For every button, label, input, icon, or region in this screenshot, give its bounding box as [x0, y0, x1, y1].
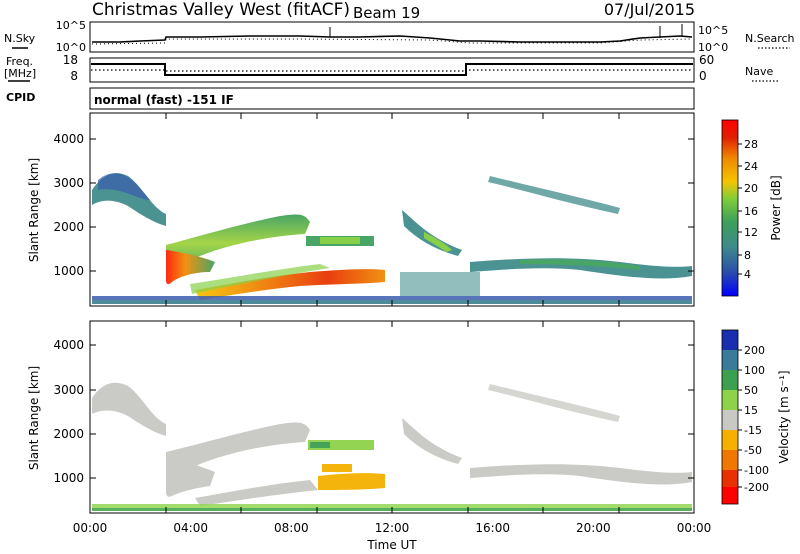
nave-trace: [91, 69, 693, 72]
xtick-0400: 04:00: [173, 521, 208, 535]
power-cb-tick-20: 20: [744, 182, 758, 195]
nave-label: Nave: [745, 65, 773, 78]
vel-gs-afternoon: [402, 418, 462, 464]
power-cb-tick-4: 4: [744, 268, 751, 281]
vel-pos-patch-core: [310, 442, 330, 448]
cpid-frame: [89, 87, 695, 110]
power-patch-afternoon: [402, 210, 462, 256]
vel-ytick-2000: 2000: [53, 427, 84, 441]
vel-cb-tick-100: 100: [744, 364, 765, 377]
power-arc-upper: [166, 214, 310, 272]
nsearch-label: N.Search: [745, 32, 795, 45]
power-ylabel: Slant Range [km]: [27, 158, 41, 262]
vel-gs-arc-upper: [166, 422, 310, 484]
vel-gs-lower-band: [195, 480, 318, 506]
velocity-x-ticks: [165, 321, 620, 513]
freq-trace: [91, 63, 693, 76]
vel-ytick-4000: 4000: [53, 338, 84, 352]
power-lower-band: [195, 269, 385, 300]
xtick-1600: 16:00: [475, 521, 510, 535]
power-colorbar-label: Power [dB]: [769, 175, 783, 240]
nsky-tick-bottom: 10^0: [56, 41, 86, 54]
velocity-colorbar: [721, 329, 739, 505]
nsearch-tick-bottom: 10^0: [698, 41, 728, 54]
plot-title: Christmas Valley West (fitACF): [92, 0, 350, 20]
vel-gs-early: [92, 382, 166, 436]
vel-gs-hot-core: [166, 456, 215, 497]
nsky-trace: [92, 35, 693, 43]
freq-panel-frame: [89, 57, 695, 83]
power-lower-band-halo: [190, 264, 330, 294]
power-ytick-3000: 3000: [53, 176, 84, 190]
power-cb-tick-16: 16: [744, 205, 758, 218]
freq-tick-top: 18: [63, 53, 78, 67]
power-cb-tick-24: 24: [744, 160, 758, 173]
beam-label: Beam 19: [353, 4, 420, 22]
power-ytick-4000: 4000: [53, 132, 84, 146]
freq-unit-label: [MHz]: [4, 67, 36, 80]
vel-gs-evening: [470, 464, 692, 485]
freq-label: Freq.: [6, 55, 33, 68]
xtick-0000-end: 00:00: [677, 521, 712, 535]
cpid-label: CPID: [6, 91, 35, 104]
nave-tick-top: 60: [699, 53, 714, 67]
nsky-label: N.Sky: [4, 32, 36, 45]
power-hot-core: [166, 250, 215, 285]
nsearch-tick-top: 10^5: [698, 24, 728, 37]
velocity-colorbar-ticks: [738, 349, 742, 488]
vel-cb-tick-15: 15: [744, 404, 758, 417]
power-upper-evening: [488, 176, 620, 214]
xtick-2000: 20:00: [576, 521, 611, 535]
power-colorbar-ticks: [738, 143, 742, 275]
cpid-text: normal (fast) -151 IF: [94, 93, 234, 107]
power-scatter: [92, 173, 692, 304]
vel-neg-band: [318, 473, 385, 490]
xtick-1200: 12:00: [375, 521, 410, 535]
power-ytick-1000: 1000: [53, 264, 84, 278]
vel-cb-tick-neg200: -200: [744, 481, 769, 494]
vel-cb-tick-50: 50: [744, 384, 758, 397]
power-patch-afternoon-core: [424, 232, 452, 252]
velocity-ylabel: Slant Range [km]: [27, 366, 41, 470]
vel-cb-tick-200: 200: [744, 344, 765, 357]
power-patch-mid-core: [320, 237, 360, 244]
vel-neg-patch: [322, 464, 352, 472]
velocity-y-ticks: [90, 344, 694, 479]
freq-tick-bottom: 8: [70, 69, 78, 83]
nsky-tick-top: 10^5: [56, 19, 86, 32]
power-y-ticks: [90, 138, 694, 272]
vel-pos-patch: [308, 440, 374, 450]
vel-ytick-3000: 3000: [53, 383, 84, 397]
velocity-colorbar-label: Velocity [m s⁻¹]: [777, 370, 791, 463]
velocity-scatter: [92, 382, 692, 511]
power-cb-tick-8: 8: [744, 249, 751, 262]
power-patch-early-edge: [98, 173, 150, 200]
vel-cb-tick-neg15: -15: [744, 424, 762, 437]
power-nearrange-patch: [400, 272, 480, 296]
noise-panel-frame: [89, 21, 695, 53]
velocity-panel: 1000 2000 3000 4000 Slant Range [km] 200…: [27, 320, 791, 514]
power-x-ticks: [165, 113, 620, 306]
power-ytick-2000: 2000: [53, 220, 84, 234]
power-cb-tick-12: 12: [744, 226, 758, 239]
power-panel: 1000 2000 3000 4000 Slant Range [km] 4 8…: [27, 112, 783, 307]
power-cb-tick-28: 28: [744, 138, 758, 151]
vel-cb-tick-neg50: -50: [744, 444, 762, 457]
vel-cb-tick-neg100: -100: [744, 464, 769, 477]
date-label: 07/Jul/2015: [604, 0, 695, 19]
vel-gs-upper-evening: [488, 384, 620, 422]
power-evening-band-core: [520, 259, 640, 270]
nave-tick-bottom: 0: [699, 69, 707, 83]
power-colorbar: [721, 119, 739, 297]
xtick-0800: 08:00: [274, 521, 309, 535]
xaxis-label: Time UT: [366, 538, 417, 552]
xtick-0000: 00:00: [73, 521, 108, 535]
vel-ytick-1000: 1000: [53, 471, 84, 485]
